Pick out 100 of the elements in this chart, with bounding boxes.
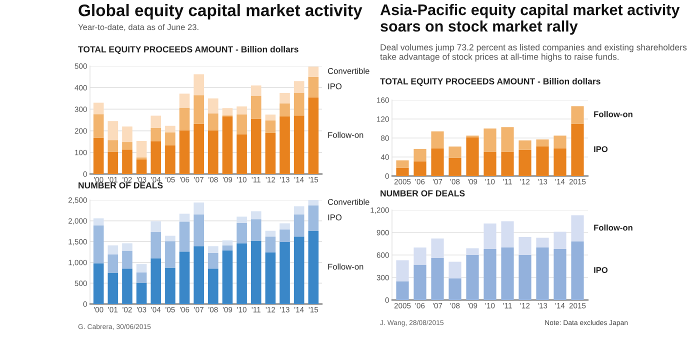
bar <box>250 211 262 220</box>
series-label: IPO <box>594 146 608 152</box>
bar <box>294 81 304 93</box>
bar <box>136 282 147 304</box>
bar <box>194 124 204 174</box>
bar <box>122 126 132 142</box>
bar <box>518 237 532 255</box>
y-axis-title: TOTAL EQUITY PROCEEDS AMOUNT - Billion dollars <box>380 78 600 86</box>
bar <box>536 238 549 248</box>
series-label: IPO <box>594 267 608 273</box>
bar <box>208 246 218 253</box>
chart-subtitle: Year-to-date, data as of June 23. <box>78 24 198 32</box>
bar <box>150 221 162 232</box>
bar <box>308 76 319 98</box>
bar <box>501 127 514 152</box>
bar <box>536 139 549 147</box>
bar <box>265 120 276 133</box>
bar <box>536 146 549 176</box>
bar <box>414 161 426 176</box>
bar <box>150 232 162 258</box>
bar <box>179 94 190 108</box>
chart-subtitle: Deal volumes jump 73.2 percent as listed companies and existing shareholders take advantage of stock prices at all-time highs to raise funds. <box>380 44 687 62</box>
series-label: Follow-on <box>328 132 364 138</box>
series-label: Follow-on <box>594 224 632 231</box>
bar <box>518 255 532 300</box>
bar <box>431 258 444 300</box>
chart-title: Global equity capital market activity <box>78 4 362 20</box>
bar <box>165 268 176 304</box>
bar <box>222 108 233 116</box>
chart-title: Asia-Pacific equity capital market activity soars on stock market rally <box>380 4 680 35</box>
bar <box>466 138 479 176</box>
bar <box>208 268 218 304</box>
bar <box>165 145 176 174</box>
bar <box>93 218 104 226</box>
bar <box>280 223 290 230</box>
bar <box>448 158 462 176</box>
bar <box>280 103 290 117</box>
bar <box>93 225 104 264</box>
bar <box>571 124 584 176</box>
bar <box>108 245 118 254</box>
bar <box>396 168 409 176</box>
bar <box>484 224 496 249</box>
bar <box>554 148 566 176</box>
bar <box>294 116 304 174</box>
bar <box>236 134 247 174</box>
bar <box>93 102 104 114</box>
bar <box>396 281 409 300</box>
bar <box>222 116 233 174</box>
bar <box>571 242 584 300</box>
bar <box>431 148 444 176</box>
bar <box>108 254 118 273</box>
bar <box>179 222 190 252</box>
bar <box>250 219 262 241</box>
bar <box>484 128 496 152</box>
bar <box>165 236 176 242</box>
bar <box>93 138 104 174</box>
bar <box>280 93 290 104</box>
bar <box>280 116 290 174</box>
bar <box>414 264 426 300</box>
bar <box>308 230 319 304</box>
bar <box>194 246 204 304</box>
bar <box>280 230 290 242</box>
bar <box>250 85 262 96</box>
bar <box>466 248 479 255</box>
bar <box>308 66 319 77</box>
bar <box>136 264 147 272</box>
bar <box>250 96 262 119</box>
bar <box>136 157 147 160</box>
bar <box>265 252 276 304</box>
bar <box>122 250 132 269</box>
bar <box>222 245 233 250</box>
bar <box>250 240 262 304</box>
bar <box>236 114 247 134</box>
bar <box>122 142 132 150</box>
bar <box>554 249 566 300</box>
bar <box>150 258 162 304</box>
bar <box>396 160 409 168</box>
bar <box>165 132 176 146</box>
bar <box>236 222 247 244</box>
bar <box>448 146 462 158</box>
series-label: Convertible <box>328 198 370 205</box>
bar <box>501 221 514 248</box>
bar <box>179 130 190 174</box>
bar <box>136 140 147 158</box>
bar <box>108 272 118 304</box>
bar <box>136 160 147 174</box>
bar <box>136 272 147 283</box>
bar <box>250 118 262 174</box>
series-label: IPO <box>328 214 342 220</box>
bar <box>466 255 479 300</box>
bar <box>194 95 204 124</box>
bar <box>431 131 444 148</box>
bar <box>150 128 162 142</box>
y-axis-title: NUMBER OF DEALS <box>78 182 163 188</box>
bar <box>294 214 304 237</box>
bar <box>93 263 104 304</box>
y-axis-title: TOTAL EQUITY PROCEEDS AMOUNT - Billion dollars <box>78 46 298 54</box>
bar <box>396 260 409 282</box>
series-label: Follow-on <box>328 264 364 270</box>
bar <box>194 214 204 246</box>
